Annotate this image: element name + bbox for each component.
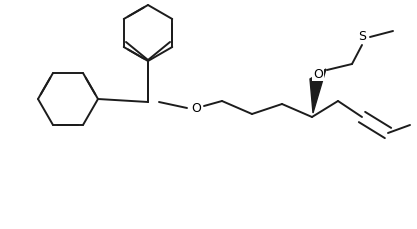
Text: O: O: [191, 101, 201, 114]
Text: S: S: [358, 30, 366, 44]
Polygon shape: [310, 69, 326, 113]
Text: O: O: [313, 68, 323, 81]
